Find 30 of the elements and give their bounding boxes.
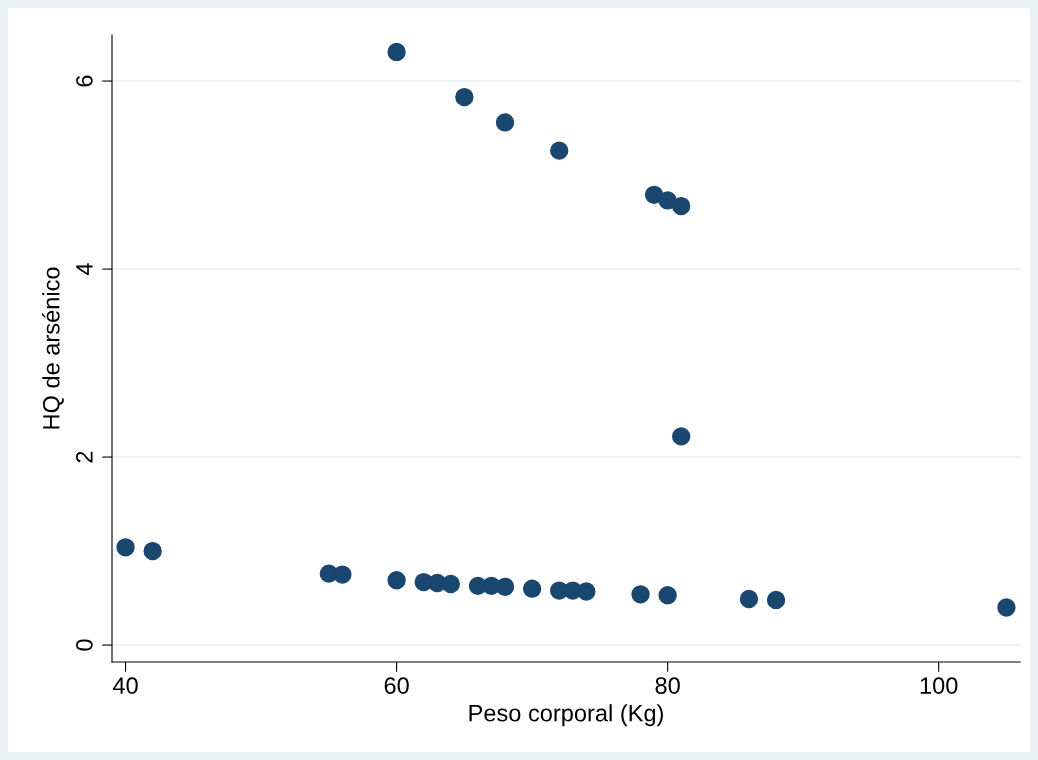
point bbox=[644, 185, 664, 204]
point bbox=[387, 571, 406, 590]
point bbox=[672, 427, 691, 446]
point bbox=[495, 113, 515, 132]
point bbox=[631, 585, 650, 604]
point bbox=[766, 590, 786, 610]
y-axis-title: HQ de arsénico bbox=[42, 267, 64, 429]
point bbox=[739, 589, 759, 609]
y-tick-label: 0 bbox=[76, 639, 93, 651]
point bbox=[143, 541, 162, 561]
point bbox=[387, 42, 406, 62]
y-tick-label: 2 bbox=[76, 451, 93, 463]
x-tick-label: 60 bbox=[384, 677, 409, 694]
point bbox=[672, 196, 691, 216]
x-tick-label: 40 bbox=[112, 677, 138, 694]
x-tick-label: 80 bbox=[655, 677, 680, 694]
point bbox=[550, 141, 569, 160]
point bbox=[522, 579, 542, 598]
point bbox=[997, 598, 1016, 617]
y-tick-label: 6 bbox=[76, 75, 93, 87]
point bbox=[658, 586, 677, 605]
point bbox=[441, 574, 460, 594]
point bbox=[116, 538, 135, 557]
y-tick-label: 4 bbox=[76, 263, 93, 276]
x-tick-label: 100 bbox=[920, 677, 958, 694]
point bbox=[455, 87, 474, 107]
x-axis-title: Peso corporal (Kg) bbox=[469, 704, 663, 727]
point bbox=[333, 565, 352, 584]
point bbox=[577, 582, 596, 601]
point bbox=[495, 577, 515, 596]
